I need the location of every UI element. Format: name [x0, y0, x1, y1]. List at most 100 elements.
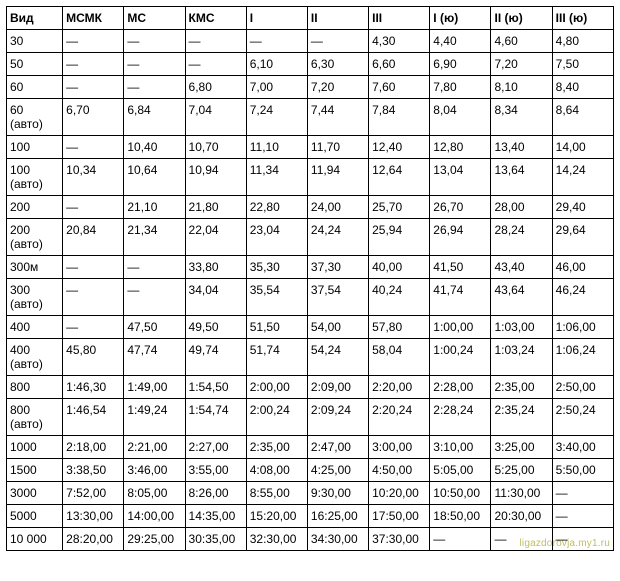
table-cell: 2:50,24 — [552, 399, 613, 436]
table-cell: 1:06,24 — [552, 339, 613, 376]
table-cell: 40,24 — [369, 279, 430, 316]
table-cell: 10,34 — [63, 159, 124, 196]
table-cell: — — [63, 196, 124, 219]
table-cell: 8,04 — [430, 99, 491, 136]
table-cell: 41,50 — [430, 256, 491, 279]
table-cell: 49,74 — [185, 339, 246, 376]
table-cell: 200 (авто) — [7, 219, 63, 256]
table-cell: 1:54,74 — [185, 399, 246, 436]
table-cell: 1:54,50 — [185, 376, 246, 399]
table-body: 30—————4,304,404,604,8050———6,106,306,60… — [7, 30, 614, 551]
table-cell: 200 — [7, 196, 63, 219]
table-cell: 300м — [7, 256, 63, 279]
table-cell: 1:49,00 — [124, 376, 185, 399]
table-cell: — — [185, 53, 246, 76]
col-header: III (ю) — [552, 7, 613, 30]
table-cell: 10,70 — [185, 136, 246, 159]
table-cell: 7,04 — [185, 99, 246, 136]
table-cell: 6,84 — [124, 99, 185, 136]
table-cell: 3:38,50 — [63, 459, 124, 482]
table-cell: 25,94 — [369, 219, 430, 256]
table-cell: — — [552, 482, 613, 505]
table-cell: 1:46,54 — [63, 399, 124, 436]
table-cell: 11,34 — [246, 159, 307, 196]
table-cell: — — [63, 76, 124, 99]
table-cell: 8:55,00 — [246, 482, 307, 505]
table-cell: 18:50,00 — [430, 505, 491, 528]
table-cell: — — [307, 30, 368, 53]
page-root: Вид МСМК МС КМС I II III I (ю) II (ю) II… — [0, 0, 620, 555]
table-cell: 12,64 — [369, 159, 430, 196]
table-cell: 9:30,00 — [307, 482, 368, 505]
table-cell: 28:20,00 — [63, 528, 124, 551]
table-cell: 3:40,00 — [552, 436, 613, 459]
table-cell: 15:20,00 — [246, 505, 307, 528]
table-cell: 14:00,00 — [124, 505, 185, 528]
table-row: 300м——33,8035,3037,3040,0041,5043,4046,0… — [7, 256, 614, 279]
table-cell: 1000 — [7, 436, 63, 459]
table-row: 15003:38,503:46,003:55,004:08,004:25,004… — [7, 459, 614, 482]
table-cell: 1:03,24 — [491, 339, 552, 376]
table-cell: 8,34 — [491, 99, 552, 136]
table-cell: 30:35,00 — [185, 528, 246, 551]
table-cell: 20:30,00 — [491, 505, 552, 528]
table-cell: 17:50,00 — [369, 505, 430, 528]
table-cell: — — [124, 256, 185, 279]
table-cell: 51,50 — [246, 316, 307, 339]
table-cell: 6,70 — [63, 99, 124, 136]
table-cell: — — [185, 30, 246, 53]
table-cell: 6,90 — [430, 53, 491, 76]
table-cell: 7,00 — [246, 76, 307, 99]
table-cell: 4:08,00 — [246, 459, 307, 482]
table-cell: 14,00 — [552, 136, 613, 159]
table-cell: 2:20,24 — [369, 399, 430, 436]
table-row: 8001:46,301:49,001:54,502:00,002:09,002:… — [7, 376, 614, 399]
table-cell: 2:27,00 — [185, 436, 246, 459]
table-cell: 54,24 — [307, 339, 368, 376]
col-header: МСМК — [63, 7, 124, 30]
table-cell: 32:30,00 — [246, 528, 307, 551]
table-cell: 7,80 — [430, 76, 491, 99]
table-cell: 1:00,00 — [430, 316, 491, 339]
table-cell: 28,24 — [491, 219, 552, 256]
table-cell: 3000 — [7, 482, 63, 505]
table-cell: 2:35,00 — [246, 436, 307, 459]
table-cell: 45,80 — [63, 339, 124, 376]
table-cell: 34,04 — [185, 279, 246, 316]
table-cell: 35,30 — [246, 256, 307, 279]
table-cell: 21,10 — [124, 196, 185, 219]
table-cell: 7,50 — [552, 53, 613, 76]
table-cell: 29,40 — [552, 196, 613, 219]
table-cell: 100 (авто) — [7, 159, 63, 196]
table-cell: 2:28,24 — [430, 399, 491, 436]
table-row: 800 (авто)1:46,541:49,241:54,742:00,242:… — [7, 399, 614, 436]
table-cell: 60 (авто) — [7, 99, 63, 136]
table-cell: 26,70 — [430, 196, 491, 219]
table-cell: 33,80 — [185, 256, 246, 279]
table-cell: 35,54 — [246, 279, 307, 316]
table-cell: 26,94 — [430, 219, 491, 256]
table-cell: 2:47,00 — [307, 436, 368, 459]
table-cell: 37:30,00 — [369, 528, 430, 551]
table-cell: 2:18,00 — [63, 436, 124, 459]
table-cell: 1:06,00 — [552, 316, 613, 339]
table-row: 400—47,5049,5051,5054,0057,801:00,001:03… — [7, 316, 614, 339]
table-cell: 10,40 — [124, 136, 185, 159]
col-header: II — [307, 7, 368, 30]
table-cell: — — [63, 256, 124, 279]
table-cell: 2:00,24 — [246, 399, 307, 436]
table-cell: 12,80 — [430, 136, 491, 159]
table-cell: — — [63, 136, 124, 159]
table-cell: 4:50,00 — [369, 459, 430, 482]
table-cell: — — [552, 505, 613, 528]
table-cell: 11,94 — [307, 159, 368, 196]
table-cell: 49,50 — [185, 316, 246, 339]
table-cell: 22,80 — [246, 196, 307, 219]
table-cell: 7,24 — [246, 99, 307, 136]
table-cell: 1:03,00 — [491, 316, 552, 339]
table-cell: 14:35,00 — [185, 505, 246, 528]
table-row: 300 (авто)——34,0435,5437,5440,2441,7443,… — [7, 279, 614, 316]
table-cell: — — [124, 30, 185, 53]
table-cell: 300 (авто) — [7, 279, 63, 316]
table-cell: 13:30,00 — [63, 505, 124, 528]
